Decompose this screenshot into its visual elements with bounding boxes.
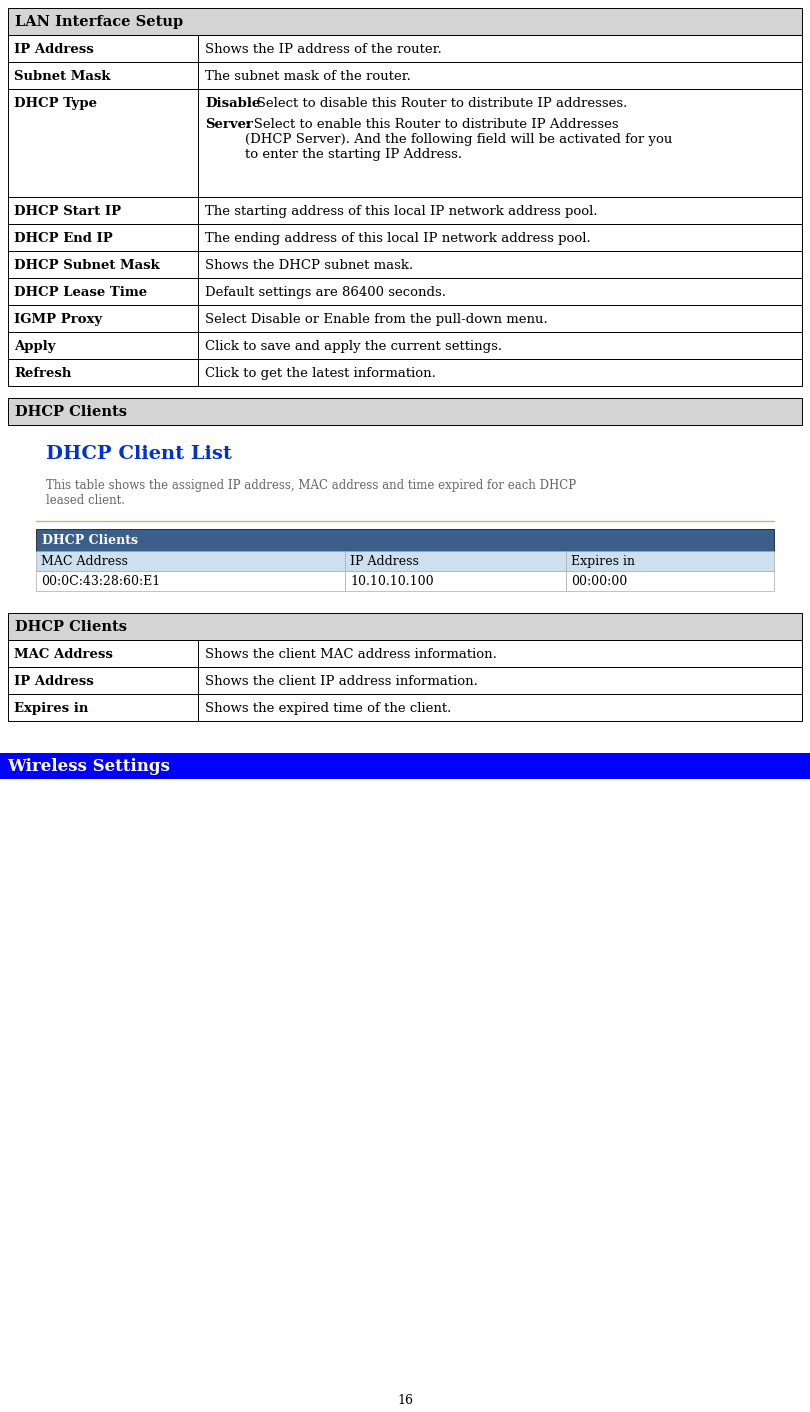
Text: Click to get the latest information.: Click to get the latest information. (205, 367, 436, 380)
Bar (198, 198, 802, 225)
Text: Default settings are 86400 seconds.: Default settings are 86400 seconds. (205, 287, 446, 299)
Bar (0, 753, 810, 779)
Bar (36, 570, 345, 592)
Bar (8, 8, 802, 35)
Bar (566, 551, 774, 570)
Text: IGMP Proxy: IGMP Proxy (14, 313, 102, 326)
Text: This table shows the assigned IP address, MAC address and time expired for each : This table shows the assigned IP address… (46, 479, 576, 507)
Bar (8, 640, 198, 666)
Bar (8, 278, 198, 305)
Text: DHCP Clients: DHCP Clients (15, 405, 127, 419)
Bar (8, 666, 198, 695)
Text: The subnet mask of the router.: The subnet mask of the router. (205, 71, 411, 83)
Text: Expires in: Expires in (14, 702, 88, 714)
Bar (345, 570, 566, 592)
Text: Refresh: Refresh (14, 367, 71, 380)
Bar (8, 359, 198, 385)
Text: DHCP Type: DHCP Type (14, 97, 97, 110)
Text: DHCP Subnet Mask: DHCP Subnet Mask (14, 258, 160, 273)
Text: : Select to disable this Router to distribute IP addresses.: : Select to disable this Router to distr… (248, 97, 628, 110)
Text: Shows the client IP address information.: Shows the client IP address information. (205, 675, 478, 688)
Bar (8, 62, 198, 89)
Text: Expires in: Expires in (571, 555, 635, 568)
Bar (198, 332, 802, 359)
Bar (8, 695, 198, 722)
Bar (566, 570, 774, 592)
Text: The starting address of this local IP network address pool.: The starting address of this local IP ne… (205, 205, 598, 217)
Bar (36, 551, 345, 570)
Bar (8, 89, 198, 198)
Text: Subnet Mask: Subnet Mask (14, 71, 110, 83)
Text: Apply: Apply (14, 340, 56, 353)
Bar (345, 551, 566, 570)
Text: Server: Server (205, 119, 253, 131)
Bar (198, 305, 802, 332)
Bar (8, 398, 802, 425)
Bar (8, 35, 198, 62)
Bar (8, 225, 198, 251)
Text: IP Address: IP Address (14, 42, 94, 56)
Text: Shows the expired time of the client.: Shows the expired time of the client. (205, 702, 451, 714)
Text: The ending address of this local IP network address pool.: The ending address of this local IP netw… (205, 232, 590, 246)
Bar (198, 251, 802, 278)
Text: DHCP End IP: DHCP End IP (14, 232, 113, 246)
Bar (198, 225, 802, 251)
Text: 00:00:00: 00:00:00 (571, 575, 627, 587)
Text: Select Disable or Enable from the pull-down menu.: Select Disable or Enable from the pull-d… (205, 313, 548, 326)
Text: DHCP Lease Time: DHCP Lease Time (14, 287, 147, 299)
Text: DHCP Start IP: DHCP Start IP (14, 205, 122, 217)
Bar (198, 35, 802, 62)
Bar (198, 695, 802, 722)
Text: Disable: Disable (205, 97, 260, 110)
Text: : Select to enable this Router to distribute IP Addresses
(DHCP Server). And the: : Select to enable this Router to distri… (245, 119, 672, 161)
Text: Wireless Settings: Wireless Settings (7, 758, 170, 775)
Bar (198, 278, 802, 305)
Bar (8, 198, 198, 225)
Text: IP Address: IP Address (14, 675, 94, 688)
Bar (8, 305, 198, 332)
Bar (198, 89, 802, 198)
Text: MAC Address: MAC Address (14, 648, 113, 661)
Bar (198, 359, 802, 385)
Text: Shows the DHCP subnet mask.: Shows the DHCP subnet mask. (205, 258, 413, 273)
Text: Shows the IP address of the router.: Shows the IP address of the router. (205, 42, 441, 56)
Bar (198, 62, 802, 89)
Text: 10.10.10.100: 10.10.10.100 (350, 575, 433, 587)
Bar (198, 666, 802, 695)
Bar (36, 530, 774, 551)
Bar (8, 251, 198, 278)
Bar (8, 613, 802, 640)
Text: Shows the client MAC address information.: Shows the client MAC address information… (205, 648, 497, 661)
Text: 00:0C:43:28:60:E1: 00:0C:43:28:60:E1 (41, 575, 160, 587)
Bar (8, 332, 198, 359)
Text: DHCP Clients: DHCP Clients (15, 620, 127, 634)
Text: Click to save and apply the current settings.: Click to save and apply the current sett… (205, 340, 502, 353)
Text: DHCP Client List: DHCP Client List (46, 445, 232, 463)
Text: DHCP Clients: DHCP Clients (42, 534, 138, 546)
Bar (198, 640, 802, 666)
Text: MAC Address: MAC Address (41, 555, 128, 568)
Text: LAN Interface Setup: LAN Interface Setup (15, 16, 183, 30)
Text: 16: 16 (397, 1394, 413, 1406)
Text: IP Address: IP Address (350, 555, 419, 568)
